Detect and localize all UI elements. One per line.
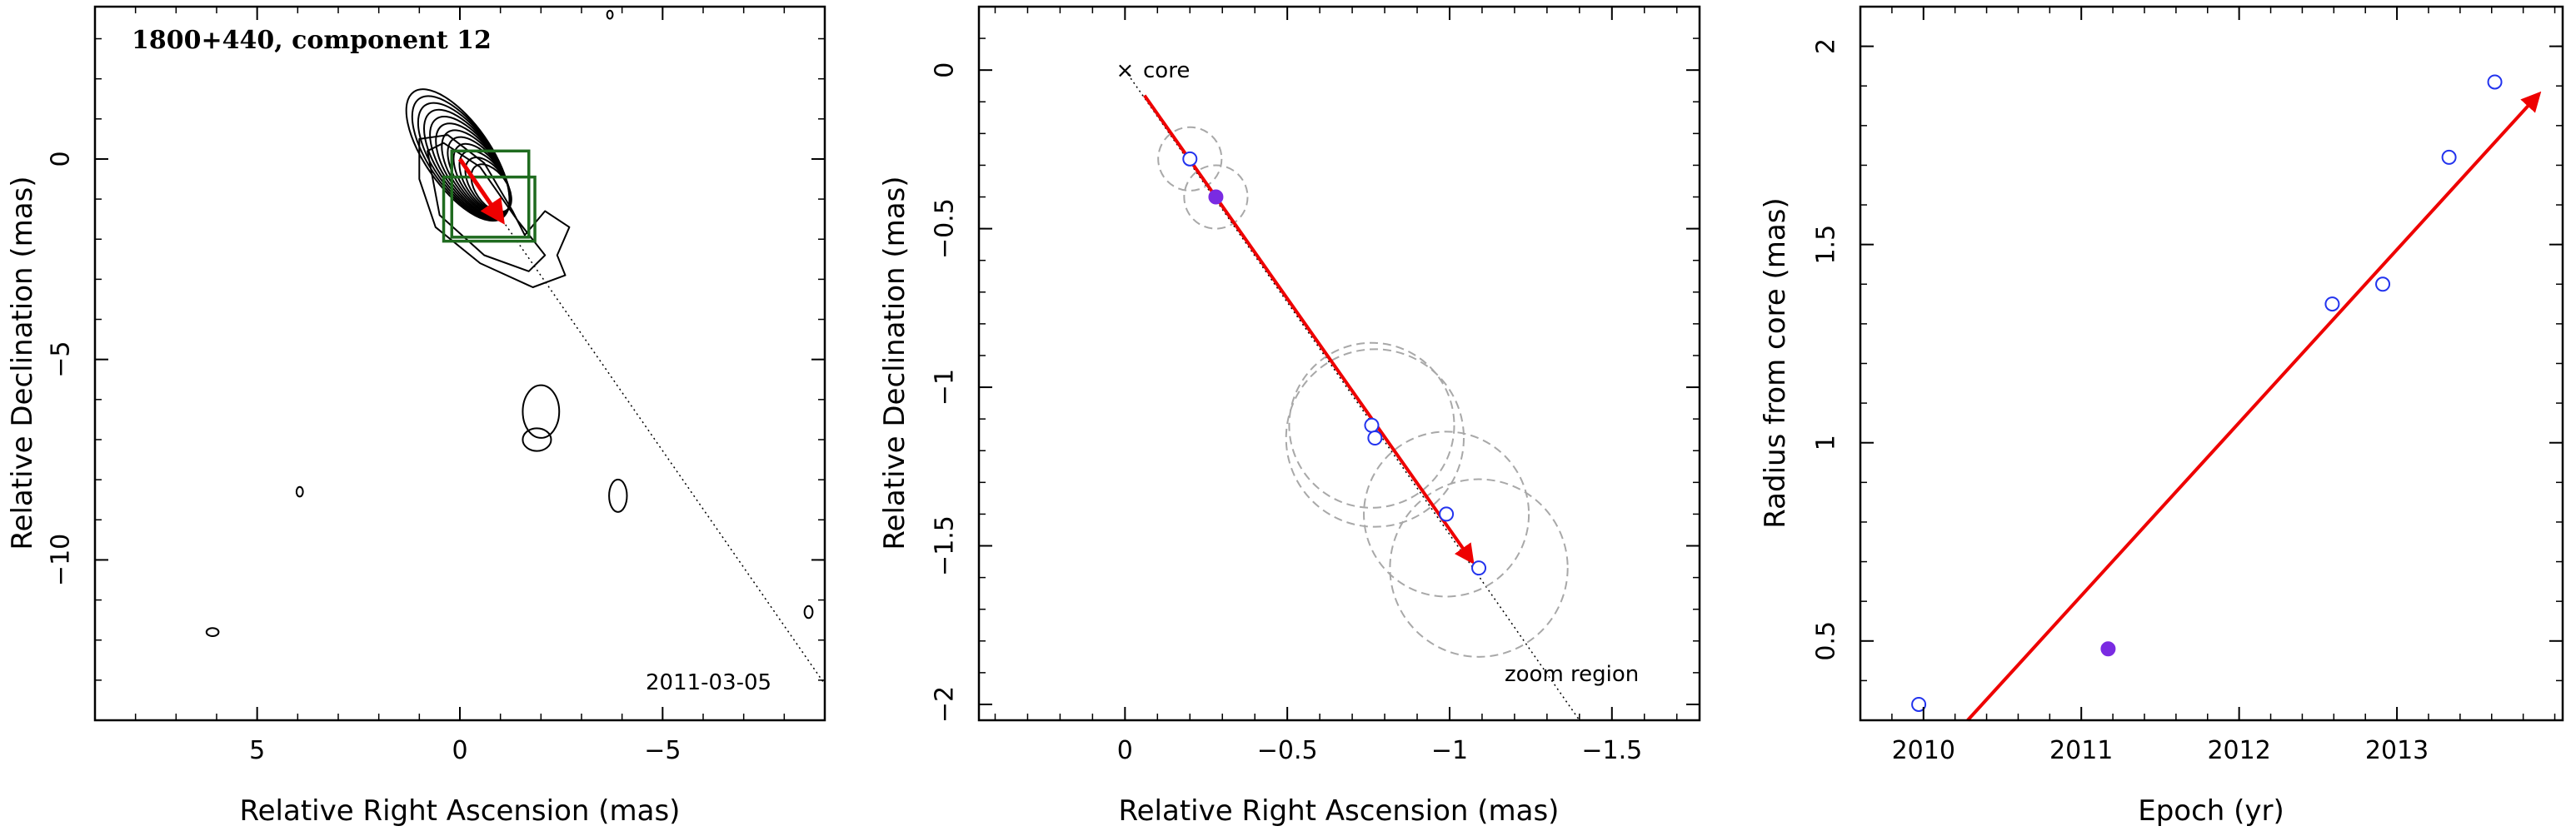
p3-point-filled	[2100, 641, 2116, 657]
p1-ytick-label: 0	[47, 151, 76, 167]
p2-xtick-label: −1.5	[1581, 736, 1642, 765]
p2-jet-guide-line	[1124, 69, 1580, 720]
p3-y-axis-label: Radius from core (mas)	[1759, 197, 1792, 528]
p1-zoom-box	[450, 149, 531, 239]
p2-component-size-circle	[1363, 430, 1530, 598]
p2-xtick-label: −1	[1431, 736, 1468, 765]
p2-point-open	[1439, 506, 1455, 522]
p2-point-open	[1364, 417, 1380, 433]
p3-point-open	[1911, 696, 1927, 712]
p2-ytick-label: 0	[931, 62, 960, 78]
p1-xtick-label: 5	[249, 736, 265, 765]
p3-point-open	[2324, 296, 2340, 312]
panel-contour-map: 5 0 −5 0 −5 −10 1800+440, component 12 2011-0…	[6, 5, 826, 828]
p2-ytick-label: −0.5	[931, 198, 960, 259]
p1-ticks: 5 0 −5 0 −5 −10	[47, 7, 826, 765]
p1-y-axis-label: Relative Declination (mas)	[6, 176, 39, 550]
p3-ytick-label: 1.5	[1812, 225, 1841, 265]
p1-zoom-box	[442, 175, 537, 243]
p3-point-open	[2441, 149, 2457, 165]
panel-zoom-scatter: 0 −0.5 −1 −1.5 0 −0.5 −1 −1.5 −2 × core zoom reg…	[878, 5, 1701, 828]
p1-contour-island	[295, 485, 304, 498]
p2-motion-arrow	[1143, 94, 1475, 565]
p1-xtick-label: 0	[452, 736, 467, 765]
p2-xtick-label: 0	[1117, 736, 1133, 765]
p3-ytick-label: 2	[1812, 38, 1841, 54]
p2-plot-area	[1124, 69, 1580, 720]
p2-frame	[977, 5, 1701, 722]
p1-contour-island	[803, 605, 814, 620]
p2-point-filled	[1208, 189, 1224, 205]
p3-ytick-label: 0.5	[1812, 621, 1841, 661]
p3-ticks: 2010 2011 2012 2013 0.5 1 1.5 2	[1812, 7, 2563, 765]
p1-contour-core	[470, 163, 512, 213]
p2-component-size-circle	[1285, 348, 1465, 528]
p3-plot-area	[1911, 74, 2542, 722]
p3-ytick-label: 1	[1812, 435, 1841, 450]
p3-point-open	[2375, 276, 2391, 292]
p1-jet-guide-line	[459, 158, 825, 685]
p1-contour-island	[205, 627, 220, 637]
p2-component-size-circle	[1389, 478, 1569, 658]
p2-ticks: 0 −0.5 −1 −1.5 0 −0.5 −1 −1.5 −2	[931, 7, 1700, 765]
p2-point-open	[1182, 151, 1198, 167]
p3-fit-arrow	[1966, 91, 2542, 722]
p2-xtick-label: −0.5	[1257, 736, 1318, 765]
p1-plot-area	[205, 9, 825, 685]
p3-xtick-label: 2013	[2365, 736, 2429, 765]
p2-ytick-label: −2	[931, 686, 960, 723]
p1-ytick-label: −5	[47, 341, 76, 378]
p2-core-label: core	[1143, 58, 1190, 83]
p2-component-size-circle	[1183, 164, 1249, 230]
p2-x-axis-label: Relative Right Ascension (mas)	[1119, 794, 1560, 828]
p1-date-label: 2011-03-05	[646, 670, 771, 695]
p3-frame	[1859, 5, 2564, 722]
p1-contour-island	[606, 9, 614, 20]
p2-ytick-label: −1	[931, 369, 960, 406]
p2-zoom-annotation: zoom region	[1505, 662, 1639, 687]
p3-point-open	[2487, 74, 2503, 90]
p2-ytick-label: −1.5	[931, 515, 960, 576]
p2-point-open	[1367, 430, 1383, 446]
p3-xtick-label: 2012	[2207, 736, 2270, 765]
p3-x-axis-label: Epoch (yr)	[2138, 794, 2284, 828]
p1-contour-island	[522, 427, 552, 452]
p3-xtick-label: 2010	[1892, 736, 1955, 765]
p1-contour-island	[522, 384, 561, 439]
p2-component-size-circle	[1157, 126, 1223, 192]
p1-contour-island	[608, 478, 628, 513]
p2-component-size-circle	[1288, 341, 1455, 509]
p3-xtick-label: 2011	[2049, 736, 2113, 765]
p1-x-axis-label: Relative Right Ascension (mas)	[240, 794, 681, 828]
p1-title: 1800+440, component 12	[132, 26, 492, 55]
p2-core-marker: ×	[1116, 58, 1134, 83]
p1-motion-arrow	[457, 157, 505, 225]
p1-ytick-label: −10	[47, 534, 76, 586]
p2-y-axis-label: Relative Declination (mas)	[878, 176, 911, 550]
p2-point-open	[1471, 560, 1487, 576]
panel-radius-epoch: 2010 2011 2012 2013 0.5 1 1.5 2 Epoch (yr) Radi…	[1759, 5, 2564, 828]
p1-xtick-label: −5	[644, 736, 681, 765]
